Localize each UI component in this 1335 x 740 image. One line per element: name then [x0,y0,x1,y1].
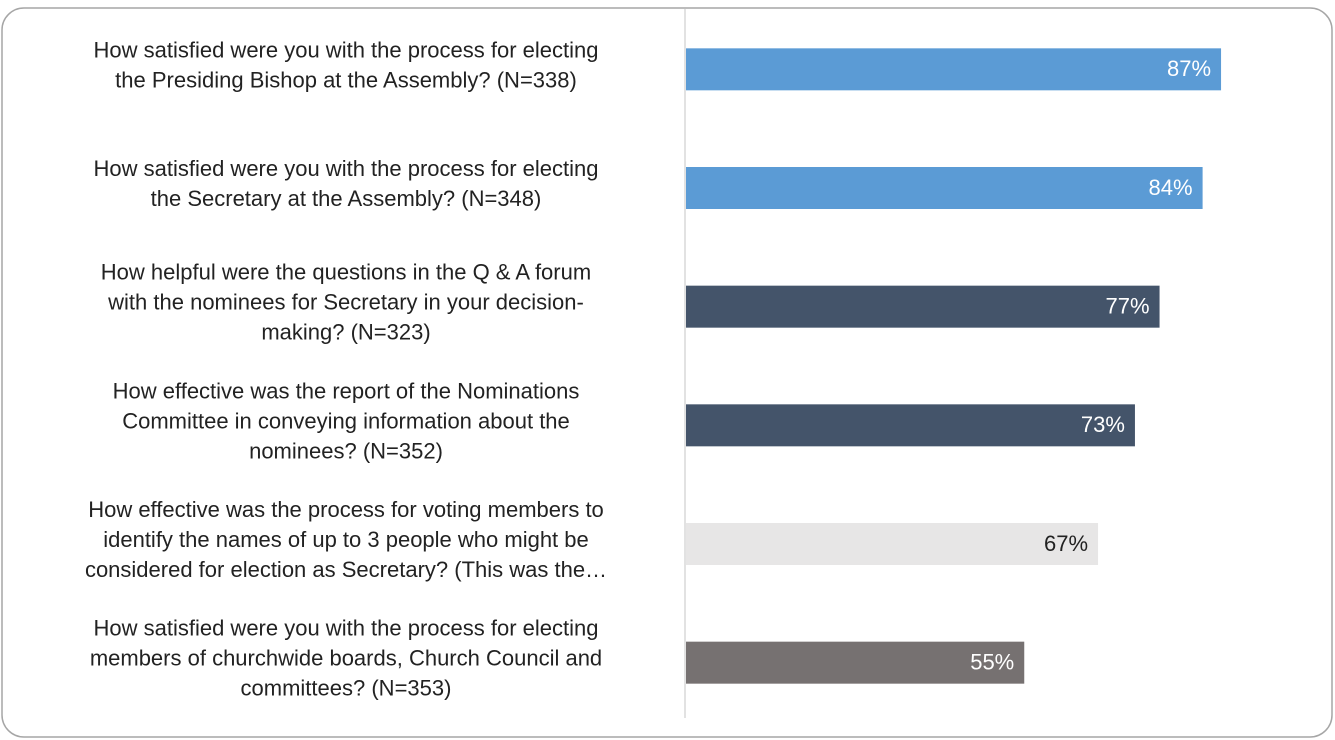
category-label: How satisfied were you with the process … [93,156,598,211]
value-label: 84% [1149,175,1193,200]
value-label: 77% [1106,293,1150,318]
bar [686,641,1025,684]
category-label: How effective was the process for voting… [85,497,607,582]
value-label: 73% [1081,412,1125,437]
bar [686,523,1099,565]
category-label: How helpful were the questions in the Q … [101,259,591,344]
category-label: How satisfied were you with the process … [93,37,598,92]
category-label: How effective was the report of the Nomi… [113,378,580,463]
category-label: How satisfied were you with the process … [90,615,602,700]
bar [686,404,1135,447]
value-label: 55% [970,649,1014,674]
bar [686,285,1160,328]
bar [686,48,1222,91]
value-label: 87% [1167,56,1211,81]
bar [686,167,1203,209]
value-label: 67% [1044,531,1088,556]
